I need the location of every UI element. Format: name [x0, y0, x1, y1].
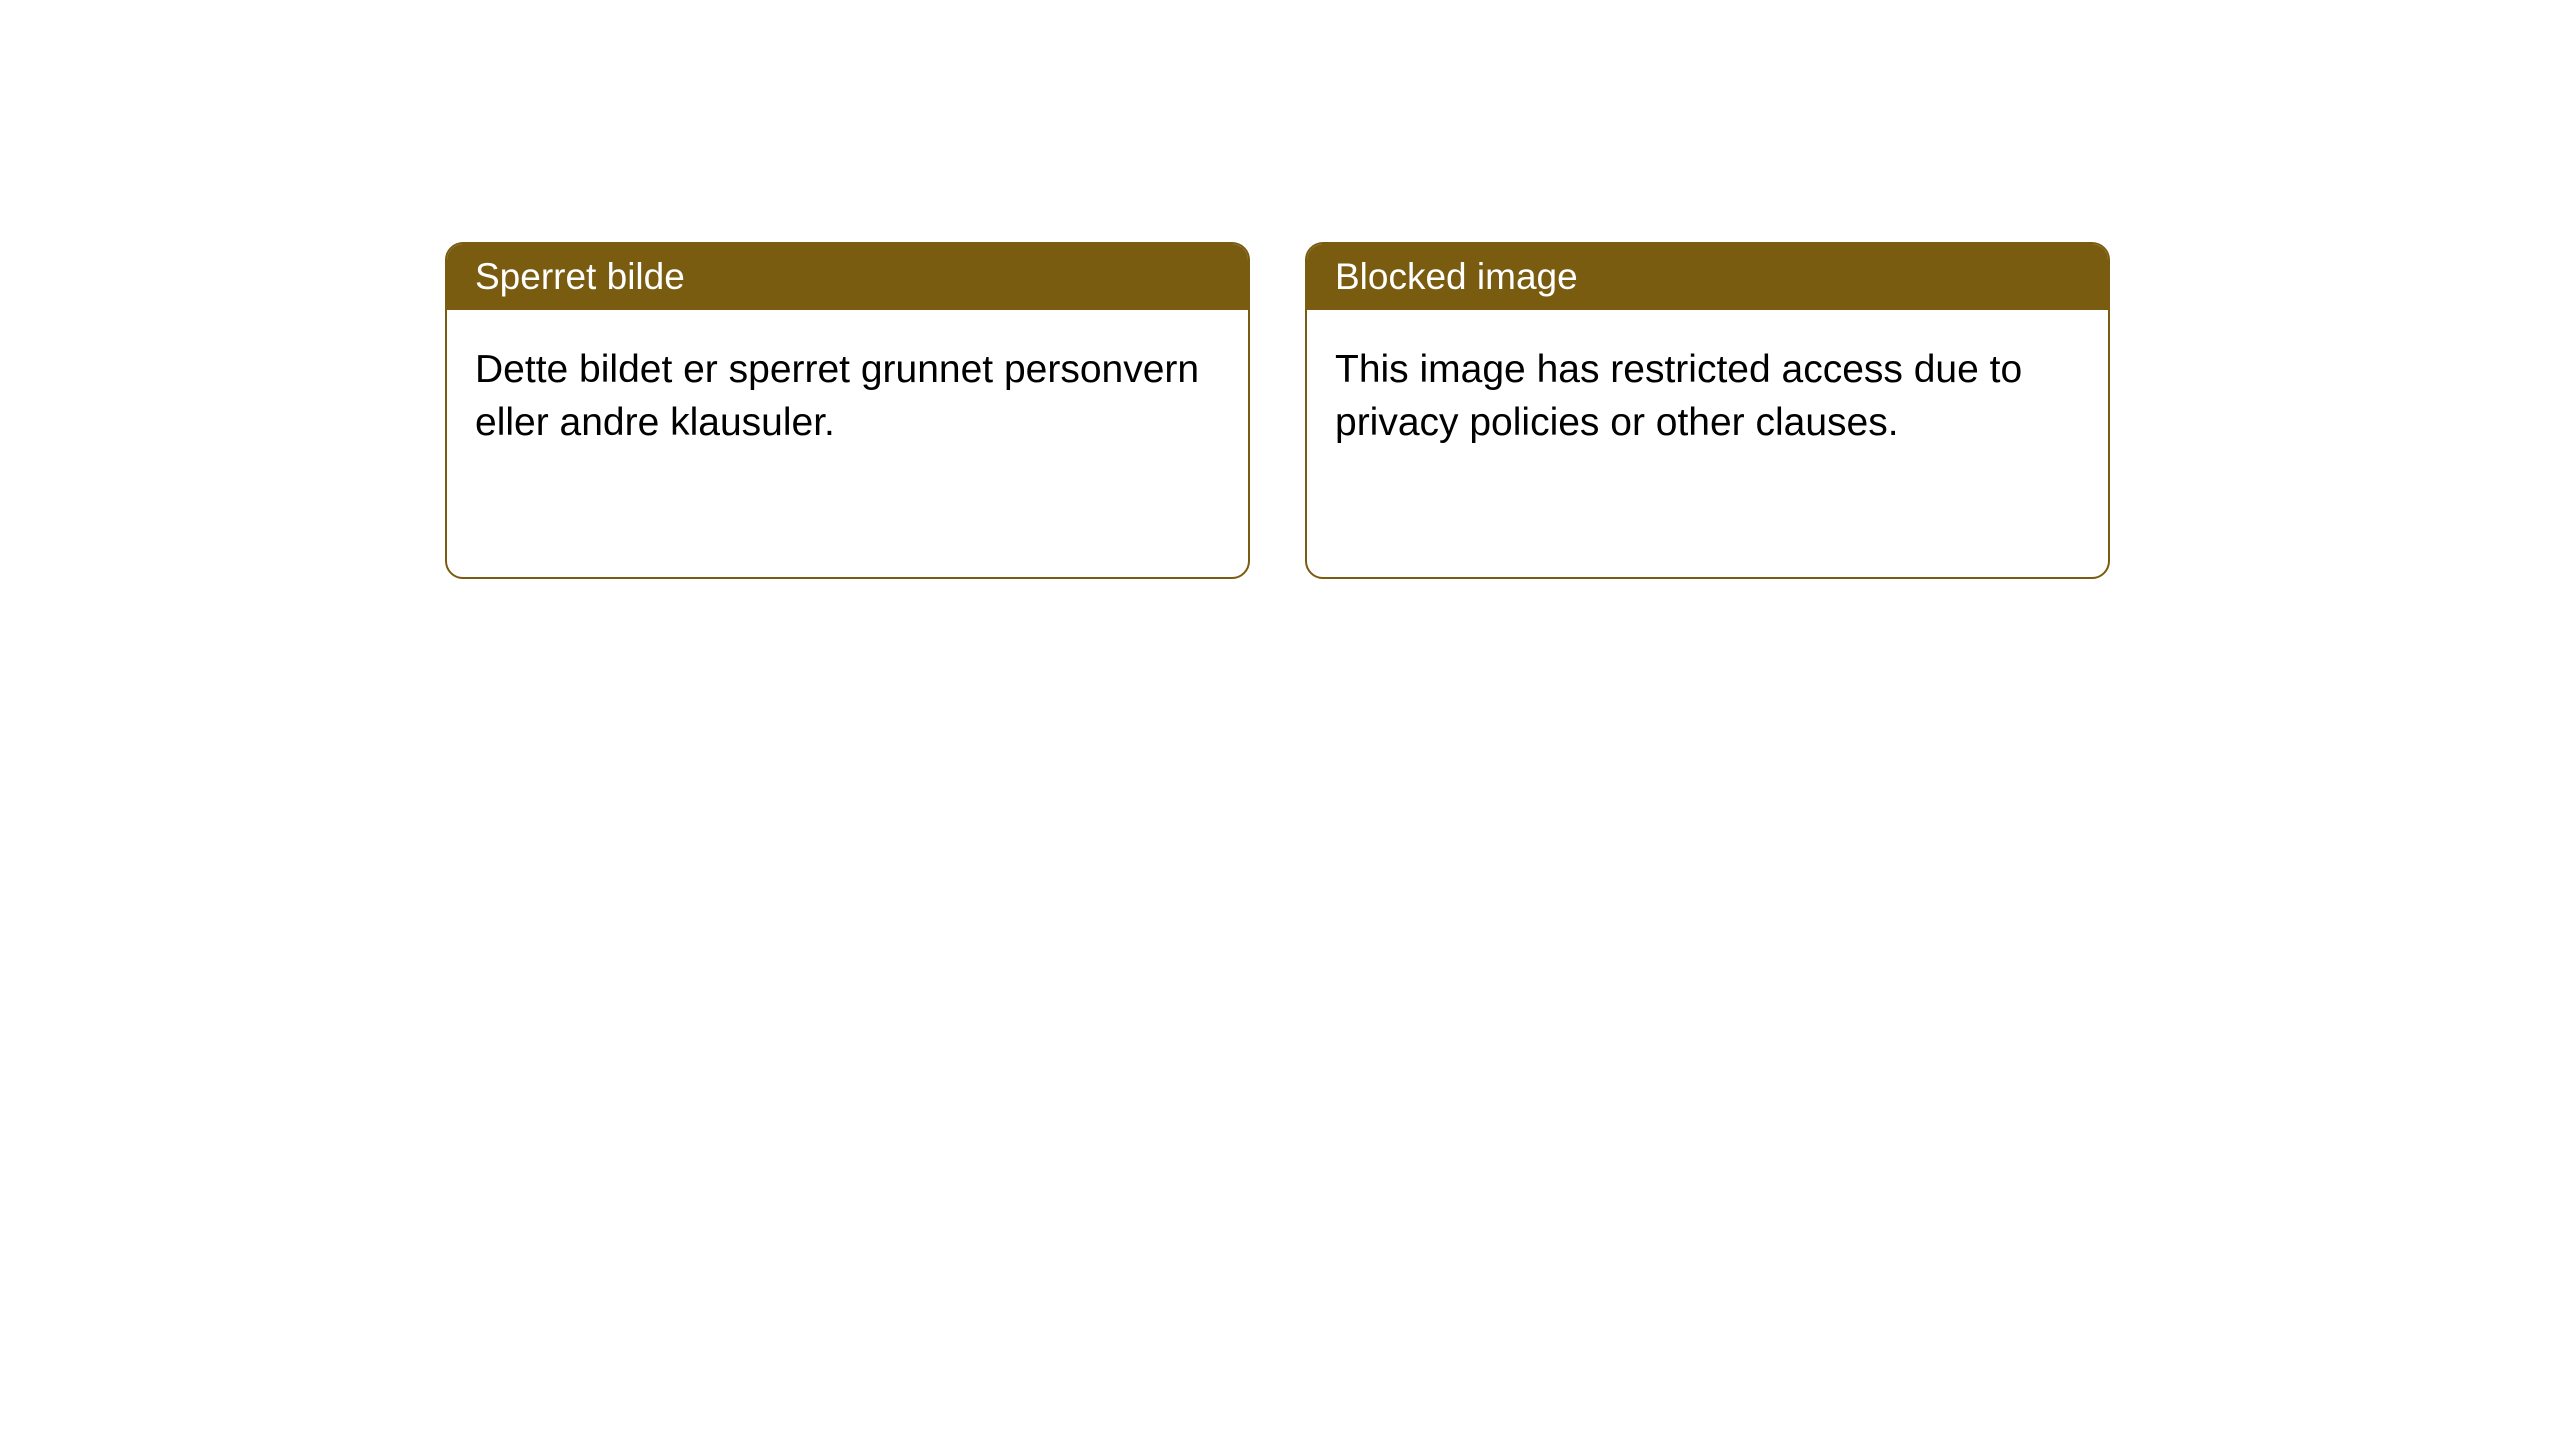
- notice-card-title: Sperret bilde: [475, 256, 685, 297]
- notice-cards-container: Sperret bilde Dette bildet er sperret gr…: [0, 0, 2560, 579]
- notice-card-english: Blocked image This image has restricted …: [1305, 242, 2110, 579]
- notice-card-header: Blocked image: [1307, 244, 2108, 310]
- notice-card-header: Sperret bilde: [447, 244, 1248, 310]
- notice-card-body: Dette bildet er sperret grunnet personve…: [447, 310, 1248, 483]
- notice-card-body: This image has restricted access due to …: [1307, 310, 2108, 483]
- notice-card-text: This image has restricted access due to …: [1335, 348, 2022, 444]
- notice-card-text: Dette bildet er sperret grunnet personve…: [475, 348, 1199, 444]
- notice-card-norwegian: Sperret bilde Dette bildet er sperret gr…: [445, 242, 1250, 579]
- notice-card-title: Blocked image: [1335, 256, 1578, 297]
